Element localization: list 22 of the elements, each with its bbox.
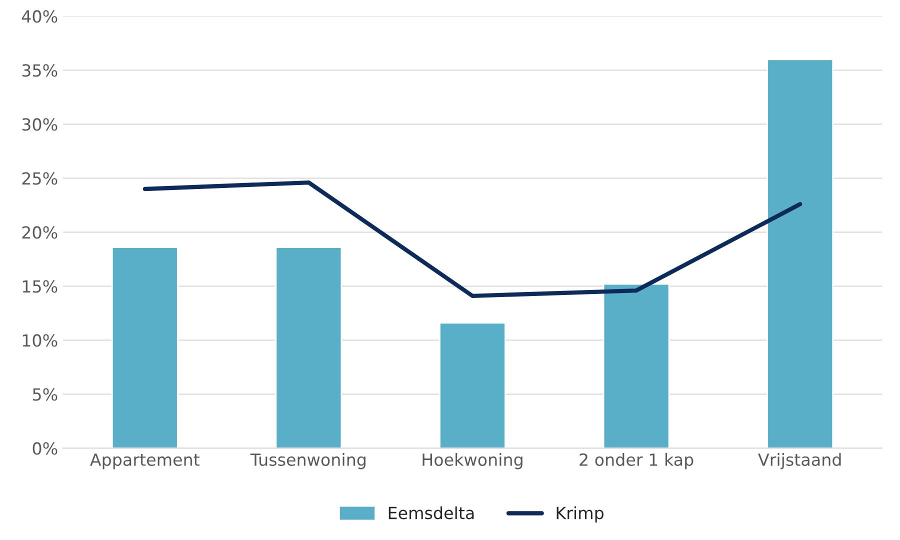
bar: [111, 246, 178, 448]
bar: [602, 283, 670, 448]
x-tick-label: Appartement: [90, 454, 200, 470]
legend-label: Krimp: [556, 506, 604, 523]
x-tick-label: Hoekwoning: [422, 453, 522, 470]
bar: [439, 322, 506, 448]
line-series: [142, 180, 802, 298]
y-tick-label: 35%: [22, 64, 58, 77]
y-tick-label: 30%: [22, 118, 58, 131]
x-tick-label: Vrijstaand: [758, 453, 841, 470]
y-tick-label: 40%: [22, 10, 58, 23]
x-tick-label: 2 onder 1 kap: [580, 453, 694, 470]
legend-label: Eemsdelta: [388, 506, 474, 520]
bar: [275, 246, 342, 448]
y-tick-label: 5%: [32, 388, 58, 401]
y-tick-label: 25%: [22, 172, 58, 185]
bar: [766, 58, 834, 448]
y-tick-label: 20%: [22, 226, 58, 239]
x-tick-label: Tussenwoning: [250, 453, 366, 470]
y-tick-label: 10%: [22, 334, 58, 347]
y-tick-label: 15%: [22, 280, 58, 293]
y-tick-label: 0%: [32, 442, 58, 455]
